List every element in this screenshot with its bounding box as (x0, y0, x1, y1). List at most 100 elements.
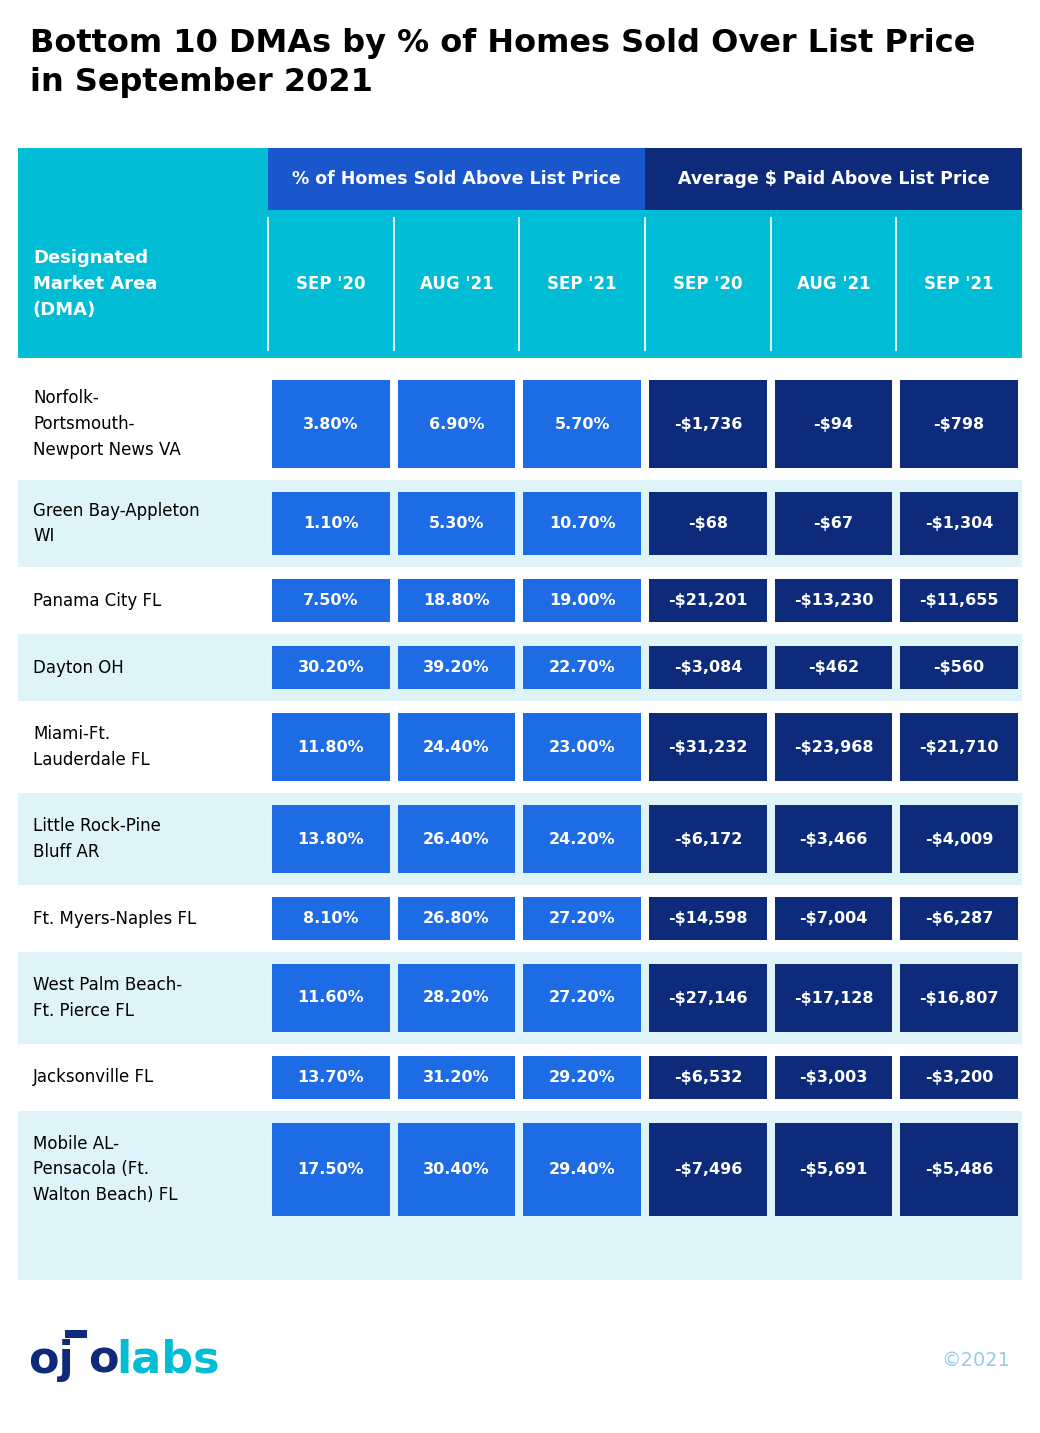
Text: -$94: -$94 (813, 417, 854, 431)
Text: -$1,736: -$1,736 (674, 417, 742, 431)
Text: 27.20%: 27.20% (549, 911, 616, 926)
Text: oj: oj (28, 1338, 74, 1381)
Bar (649, 492, 766, 555)
Text: 29.40%: 29.40% (549, 1162, 616, 1176)
Bar (775, 1123, 892, 1217)
Bar (523, 1056, 641, 1099)
Bar (649, 964, 766, 1032)
Text: Bottom 10 DMAs by % of Homes Sold Over List Price
in September 2021: Bottom 10 DMAs by % of Homes Sold Over L… (30, 29, 976, 99)
Text: Ft. Myers-Naples FL: Ft. Myers-Naples FL (33, 910, 197, 927)
Bar (397, 492, 516, 555)
Text: 26.40%: 26.40% (423, 831, 490, 847)
Text: 10.70%: 10.70% (549, 516, 616, 532)
Text: 30.40%: 30.40% (423, 1162, 490, 1176)
Text: 6.90%: 6.90% (428, 417, 485, 431)
Text: 29.20%: 29.20% (549, 1070, 616, 1085)
Bar (272, 964, 390, 1032)
Text: -$17,128: -$17,128 (794, 990, 874, 1006)
Text: 24.40%: 24.40% (423, 739, 490, 755)
Text: -$27,146: -$27,146 (668, 990, 748, 1006)
Text: -$23,968: -$23,968 (794, 739, 874, 755)
Text: 3.80%: 3.80% (303, 417, 359, 431)
Bar (397, 897, 516, 940)
Bar (397, 579, 516, 622)
Text: -$16,807: -$16,807 (919, 990, 998, 1006)
Text: Designated
Market Area
(DMA): Designated Market Area (DMA) (33, 248, 157, 320)
Bar (397, 380, 516, 469)
Text: -$560: -$560 (934, 661, 985, 675)
Bar (18, 1045, 1022, 1111)
Text: -$21,710: -$21,710 (919, 739, 998, 755)
Text: 27.20%: 27.20% (549, 990, 616, 1006)
Bar (18, 952, 1022, 1045)
Text: 5.70%: 5.70% (554, 417, 609, 431)
Bar (901, 380, 1018, 469)
Text: 5.30%: 5.30% (428, 516, 485, 532)
Bar (901, 897, 1018, 940)
Text: ©2021: ©2021 (941, 1350, 1010, 1370)
Bar (775, 714, 892, 781)
Bar (397, 1056, 516, 1099)
Bar (775, 897, 892, 940)
Text: SEP '20: SEP '20 (673, 275, 743, 292)
Text: Green Bay-Appleton
WI: Green Bay-Appleton WI (33, 502, 200, 546)
Text: SEP '21: SEP '21 (925, 275, 994, 292)
Bar (18, 1111, 1022, 1228)
Text: Dayton OH: Dayton OH (33, 659, 124, 676)
Bar (18, 567, 1022, 633)
Text: -$67: -$67 (813, 516, 854, 532)
Text: 1.10%: 1.10% (303, 516, 359, 532)
Text: -$798: -$798 (934, 417, 985, 431)
Text: 19.00%: 19.00% (549, 593, 616, 608)
Bar (268, 148, 645, 211)
Text: Jacksonville FL: Jacksonville FL (33, 1069, 154, 1086)
Bar (523, 1123, 641, 1217)
Text: -$5,486: -$5,486 (925, 1162, 993, 1176)
Text: -$5,691: -$5,691 (800, 1162, 867, 1176)
Text: -$462: -$462 (808, 661, 859, 675)
Bar (649, 380, 766, 469)
Text: SEP '20: SEP '20 (296, 275, 366, 292)
Bar (397, 805, 516, 873)
Text: -$3,466: -$3,466 (800, 831, 867, 847)
Text: AUG '21: AUG '21 (420, 275, 493, 292)
Text: -$6,172: -$6,172 (674, 831, 742, 847)
Text: 13.80%: 13.80% (297, 831, 364, 847)
Bar (523, 492, 641, 555)
Bar (649, 897, 766, 940)
Bar (775, 380, 892, 469)
Text: -$3,084: -$3,084 (674, 661, 742, 675)
Text: Average $ Paid Above List Price: Average $ Paid Above List Price (678, 171, 989, 188)
Bar (901, 1123, 1018, 1217)
Bar (18, 1228, 1022, 1280)
Bar (523, 897, 641, 940)
Bar (18, 886, 1022, 952)
Bar (523, 646, 641, 689)
Bar (397, 714, 516, 781)
Text: -$11,655: -$11,655 (919, 593, 998, 608)
Bar (649, 805, 766, 873)
Text: -$6,287: -$6,287 (925, 911, 993, 926)
Text: SEP '21: SEP '21 (547, 275, 617, 292)
Bar (18, 792, 1022, 886)
Bar (775, 492, 892, 555)
Bar (649, 646, 766, 689)
Bar (901, 805, 1018, 873)
Text: -$4,009: -$4,009 (925, 831, 993, 847)
Bar (901, 492, 1018, 555)
Text: AUG '21: AUG '21 (797, 275, 870, 292)
Bar (775, 579, 892, 622)
Bar (901, 646, 1018, 689)
Bar (18, 480, 1022, 567)
Text: 24.20%: 24.20% (549, 831, 616, 847)
Text: -$13,230: -$13,230 (794, 593, 874, 608)
Bar (523, 964, 641, 1032)
Bar (397, 646, 516, 689)
Text: 23.00%: 23.00% (549, 739, 616, 755)
Bar (649, 579, 766, 622)
Bar (272, 1123, 390, 1217)
Text: o: o (88, 1338, 119, 1381)
Bar (272, 380, 390, 469)
Text: Miami-Ft.
Lauderdale FL: Miami-Ft. Lauderdale FL (33, 725, 150, 770)
Bar (649, 1123, 766, 1217)
